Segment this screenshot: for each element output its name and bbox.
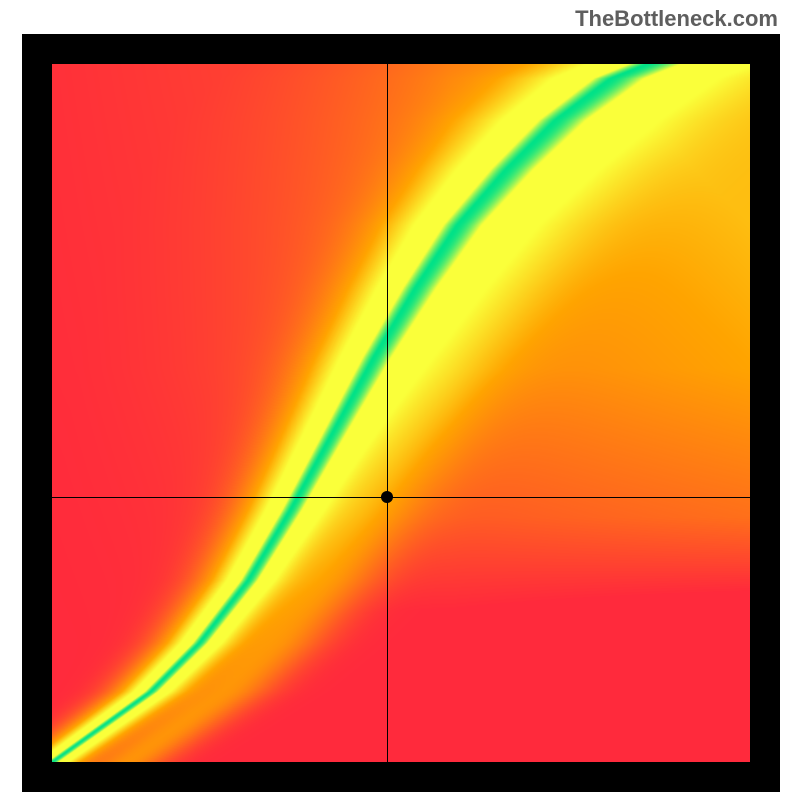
heatmap-frame	[22, 34, 780, 792]
crosshair-vertical	[387, 64, 388, 762]
chart-container: TheBottleneck.com	[0, 0, 800, 800]
heatmap-canvas	[52, 64, 750, 762]
crosshair-horizontal	[52, 497, 750, 498]
watermark-text: TheBottleneck.com	[575, 6, 778, 32]
crosshair-dot	[381, 491, 393, 503]
